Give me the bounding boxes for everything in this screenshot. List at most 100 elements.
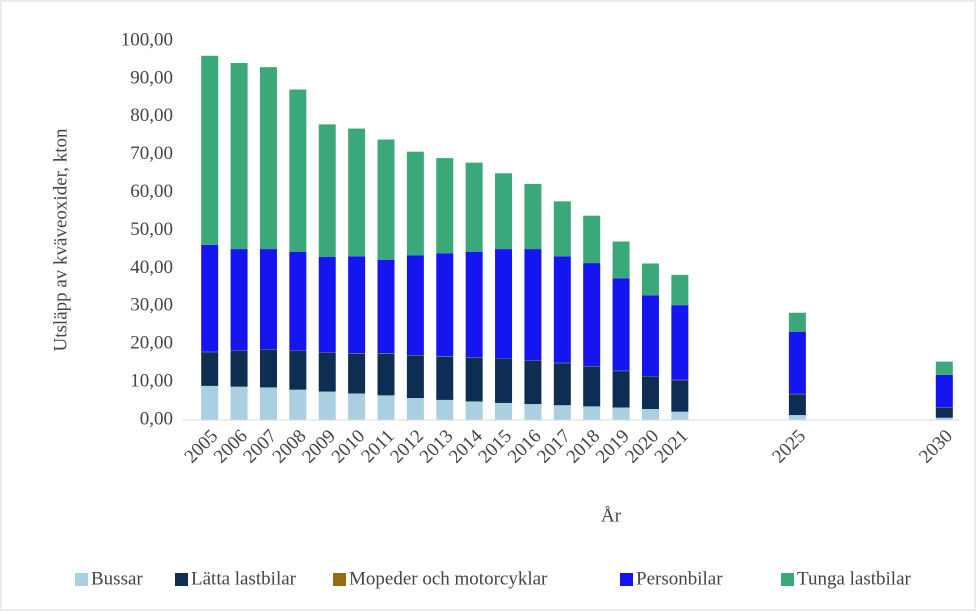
bar-segment [495,249,513,359]
bar-segment [348,128,366,257]
x-axis-label: År [601,505,622,526]
bar-segment [553,363,571,406]
bar-segment [406,151,424,256]
legend-swatch [333,573,346,586]
y-tick-label: 60,00 [130,181,173,202]
bar-segment [436,158,454,254]
legend-swatch [175,573,188,586]
bar-segment [524,360,542,405]
y-tick-label: 50,00 [130,219,173,240]
bar-segment [289,251,307,351]
legend-label: Tunga lastbilar [797,568,911,589]
y-tick-label: 10,00 [130,370,173,391]
bar-segment [289,89,307,252]
legend-label: Lätta lastbilar [191,568,297,589]
bar-segment [612,278,630,371]
bar-segment [671,411,689,420]
bar-segment [495,358,513,403]
bar-segment [318,391,336,420]
bar-segment [935,417,953,420]
bar-segment [671,380,689,412]
bar-segment [289,389,307,420]
bar-segment [465,357,483,402]
bar-segment [524,183,542,250]
bar-segment [201,55,219,245]
bar-segment [259,67,277,250]
bar-segment [436,253,454,357]
y-tick-label: 40,00 [130,257,173,278]
bar-segment [553,256,571,363]
legend-label: Bussar [91,568,143,589]
bar-segment [230,249,248,351]
bar-segment [436,356,454,400]
bar-segment [289,351,307,390]
bar-segment [583,263,601,367]
bar-segment [612,407,630,420]
bar-segment [935,374,953,408]
bar-segment [553,201,571,257]
bar-segment [524,249,542,361]
bar-segment [318,352,336,392]
bar-segment [495,402,513,420]
y-axis-label: Utsläpp av kväveoxider, kton [50,128,71,351]
bar-segment [377,395,395,420]
y-tick-label: 90,00 [130,67,173,88]
y-tick-label: 80,00 [130,105,173,126]
bar-segment [465,251,483,358]
y-tick-label: 100,00 [121,29,173,50]
bar-segment [406,355,424,399]
bar-segment [230,351,248,387]
bar-segment [201,352,219,386]
legend-swatch [781,573,794,586]
bar-segment [348,353,366,394]
bar-segment [788,415,806,420]
bar-segment [230,386,248,420]
bar-segment [318,124,336,258]
bar-segment [524,404,542,420]
bar-segment [348,393,366,420]
bar-segment [495,173,513,250]
bar-segment [612,241,630,279]
y-tick-label: 0,00 [140,408,173,429]
bar-segment [259,349,277,388]
bar-segment [641,295,659,377]
bar-segment [553,405,571,420]
y-tick-label: 70,00 [130,143,173,164]
bar-segment [583,406,601,420]
bar-segment [583,215,601,264]
bar-segment [259,249,277,350]
bar-segment [935,407,953,418]
bar-segment [377,353,395,396]
bar-segment [377,139,395,260]
bar-segment [348,256,366,354]
bar-segment [377,259,395,354]
bar-segment [788,312,806,332]
bar-segment [671,305,689,380]
bar-segment [612,371,630,408]
legend-label: Mopeder och motorcyklar [349,568,548,589]
bar-segment [201,244,219,352]
legend-label: Personbilar [636,568,723,589]
bar-segment [230,62,248,250]
bar-segment [259,387,277,420]
bar-segment [671,274,689,306]
bar-segment [201,385,219,420]
bar-segment [465,162,483,252]
bar-segment [406,398,424,420]
bar-segment [465,401,483,420]
bar-segment [641,409,659,420]
y-tick-label: 30,00 [130,295,173,316]
legend-swatch [75,573,88,586]
bar-segment [935,361,953,375]
legend-swatch [620,573,633,586]
y-tick-label: 20,00 [130,333,173,354]
bar-segment [788,331,806,394]
bar-segment [788,394,806,416]
bar-segment [406,255,424,356]
bar-segment [436,399,454,420]
bar-segment [318,257,336,353]
bar-segment [641,376,659,410]
